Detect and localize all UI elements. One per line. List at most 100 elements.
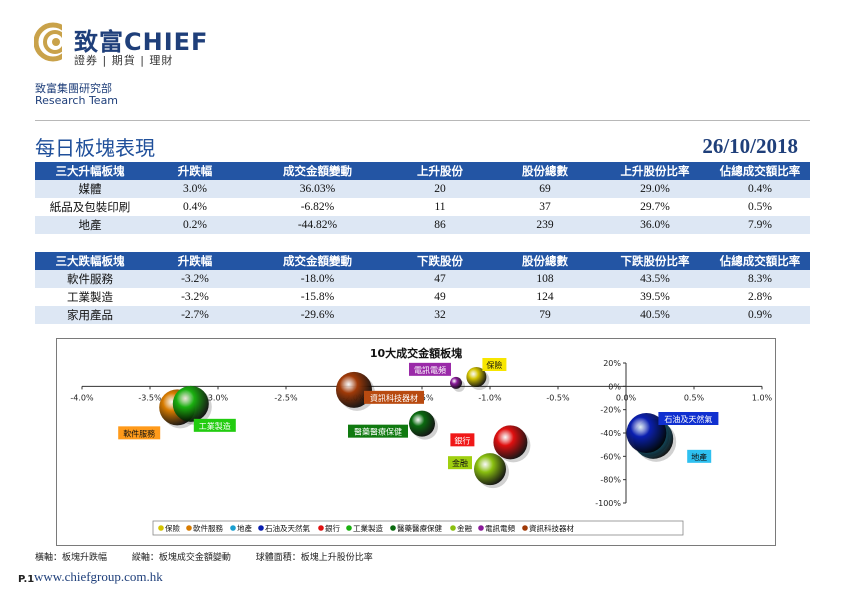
column-header: 成交金額變動 bbox=[245, 252, 390, 270]
website-link[interactable]: www.chiefgroup.com.hk bbox=[34, 569, 163, 584]
table-cell: 43.5% bbox=[600, 270, 710, 288]
bubble-label-box bbox=[450, 433, 475, 447]
x-tick-label: -1.0% bbox=[478, 393, 502, 402]
bubble-label: 軟件服務 bbox=[123, 428, 155, 438]
bubble-chart-svg: 10大成交金額板塊-4.0%-3.5%3.0%-2.5%-2.0%-1.5%-1… bbox=[70, 346, 773, 536]
footnote-bubble-size: 球體面積：板塊上升股份比率 bbox=[255, 553, 373, 563]
bubble-label-box bbox=[687, 449, 712, 463]
legend-item: 保險 bbox=[165, 523, 180, 533]
page-number: P.1 bbox=[18, 574, 35, 585]
y-tick-label: -80% bbox=[600, 476, 621, 485]
table-cell: 地產 bbox=[35, 216, 145, 234]
column-header: 上升股份比率 bbox=[600, 162, 710, 180]
chief-logo-icon bbox=[33, 22, 74, 62]
sector-bubble-chart: 10大成交金額板塊-4.0%-3.5%3.0%-2.5%-2.0%-1.5%-1… bbox=[56, 338, 776, 546]
table-row: 工業製造 -3.2% -15.8% 49 124 39.5% 2.8% bbox=[35, 288, 810, 306]
bubble-6 bbox=[409, 410, 435, 437]
table-cell: 0.4% bbox=[183, 201, 207, 213]
table-cell: 32 bbox=[390, 306, 490, 324]
column-header: 股份總數 bbox=[490, 252, 600, 270]
table-cell: 0.9% bbox=[710, 306, 810, 324]
bubble-label-box bbox=[482, 358, 507, 371]
table-cell: 家用產品 bbox=[35, 306, 145, 324]
table-row: 家用產品 -2.7% -29.6% 32 79 40.5% 0.9% bbox=[35, 306, 810, 324]
bubble-label-box bbox=[658, 412, 719, 425]
table-cell: 36.03% bbox=[245, 180, 390, 198]
table-cell: 29.7% bbox=[640, 201, 670, 213]
column-header: 三大升幅板塊 bbox=[35, 162, 145, 180]
table-cell: 2.8% bbox=[748, 291, 772, 303]
bubble-3 bbox=[626, 413, 667, 453]
table-cell: 40.5% bbox=[600, 306, 710, 324]
table-row: 軟件服務 -3.2% -18.0% 47 108 43.5% 8.3% bbox=[35, 270, 810, 288]
column-header: 佔總成交額比率 bbox=[710, 252, 810, 270]
bubble-label: 石油及天然氣 bbox=[664, 414, 712, 424]
bubble-7 bbox=[474, 453, 506, 486]
header-divider bbox=[35, 120, 810, 121]
bubble-label: 銀行 bbox=[454, 435, 470, 445]
table-cell: -18.0% bbox=[245, 270, 390, 288]
legend-marker bbox=[478, 525, 484, 531]
table-cell: -29.6% bbox=[245, 306, 390, 324]
column-header: 下跌股份 bbox=[390, 252, 490, 270]
table-cell: 3.0% bbox=[145, 180, 245, 198]
footnote-x-axis: 橫軸：板塊升跌幅 bbox=[35, 553, 108, 563]
x-tick-label: -4.0% bbox=[70, 393, 94, 402]
table-cell: 7.9% bbox=[710, 216, 810, 234]
y-tick-label: -100% bbox=[595, 499, 621, 508]
column-header: 升跌幅 bbox=[145, 252, 245, 270]
report-date: 26/10/2018 bbox=[702, 134, 798, 158]
bubble-label-box bbox=[193, 418, 236, 432]
table-header-row: 三大跌幅板塊 升跌幅 成交金額變動 下跌股份 股份總數 下跌股份比率 佔總成交額… bbox=[35, 252, 810, 270]
chart-footnote: 橫軸：板塊升跌幅 縱軸：板塊成交金額變動 球體面積：板塊上升股份比率 bbox=[35, 550, 395, 563]
table-cell: 49 bbox=[434, 291, 446, 303]
legend-item: 軟件服務 bbox=[193, 523, 223, 533]
table-cell: 36.0% bbox=[600, 216, 710, 234]
bubble-label-box bbox=[364, 390, 424, 404]
table-cell: 0.2% bbox=[145, 216, 245, 234]
x-tick-label: 0.0% bbox=[616, 393, 637, 402]
x-tick-label: -2.5% bbox=[274, 393, 298, 402]
table-cell: 124 bbox=[536, 291, 554, 303]
legend-marker bbox=[186, 525, 192, 531]
table-cell: 108 bbox=[490, 270, 600, 288]
department-en: Research Team bbox=[35, 94, 119, 107]
table-cell: 工業製造 bbox=[67, 292, 113, 304]
table-row: 媒體 3.0% 36.03% 20 69 29.0% 0.4% bbox=[35, 180, 810, 198]
legend-marker bbox=[450, 525, 456, 531]
legend-marker bbox=[346, 525, 352, 531]
bubble-label-box bbox=[118, 426, 161, 440]
legend-item: 醫藥醫療保健 bbox=[397, 523, 442, 533]
table-cell: 紙品及包裝印刷 bbox=[49, 202, 131, 214]
bubble-label: 電訊電頻 bbox=[414, 365, 446, 375]
footnote-y-axis: 縱軸：板塊成交金額變動 bbox=[131, 553, 231, 563]
legend-marker bbox=[230, 525, 236, 531]
y-tick-label: -60% bbox=[600, 452, 621, 461]
legend-marker bbox=[522, 525, 528, 531]
table-cell: 47 bbox=[390, 270, 490, 288]
page-title: 每日板塊表現 bbox=[35, 136, 155, 160]
bubble-label: 保險 bbox=[486, 360, 502, 370]
company-logo: 致富CHIEF 證券 | 期貨 | 理財 bbox=[33, 22, 234, 70]
table-cell: -3.2% bbox=[145, 270, 245, 288]
bubble-label: 地產 bbox=[691, 452, 707, 462]
table-cell: 79 bbox=[490, 306, 600, 324]
losers-table: 三大跌幅板塊 升跌幅 成交金額變動 下跌股份 股份總數 下跌股份比率 佔總成交額… bbox=[35, 252, 810, 324]
bubble-5 bbox=[172, 385, 209, 422]
department-cn: 致富集團研究部 bbox=[35, 82, 112, 95]
column-header: 上升股份 bbox=[390, 162, 490, 180]
column-header: 下跌股份比率 bbox=[600, 252, 710, 270]
x-tick-label: 1.0% bbox=[752, 393, 773, 402]
table-row: 地產 0.2% -44.82% 86 239 36.0% 7.9% bbox=[35, 216, 810, 234]
bubble-label-box bbox=[348, 424, 408, 438]
table-cell: 8.3% bbox=[710, 270, 810, 288]
bubble-label: 工業製造 bbox=[199, 421, 231, 431]
legend-box bbox=[152, 520, 684, 536]
table-cell: 86 bbox=[390, 216, 490, 234]
table-cell: 39.5% bbox=[640, 291, 670, 303]
x-tick-label: 3.0% bbox=[208, 393, 229, 402]
bubble-label-box bbox=[409, 362, 451, 376]
brand-tagline: 證券 | 期貨 | 理財 bbox=[74, 54, 174, 67]
column-header: 三大跌幅板塊 bbox=[35, 252, 145, 270]
table-cell: -15.8% bbox=[300, 291, 335, 303]
